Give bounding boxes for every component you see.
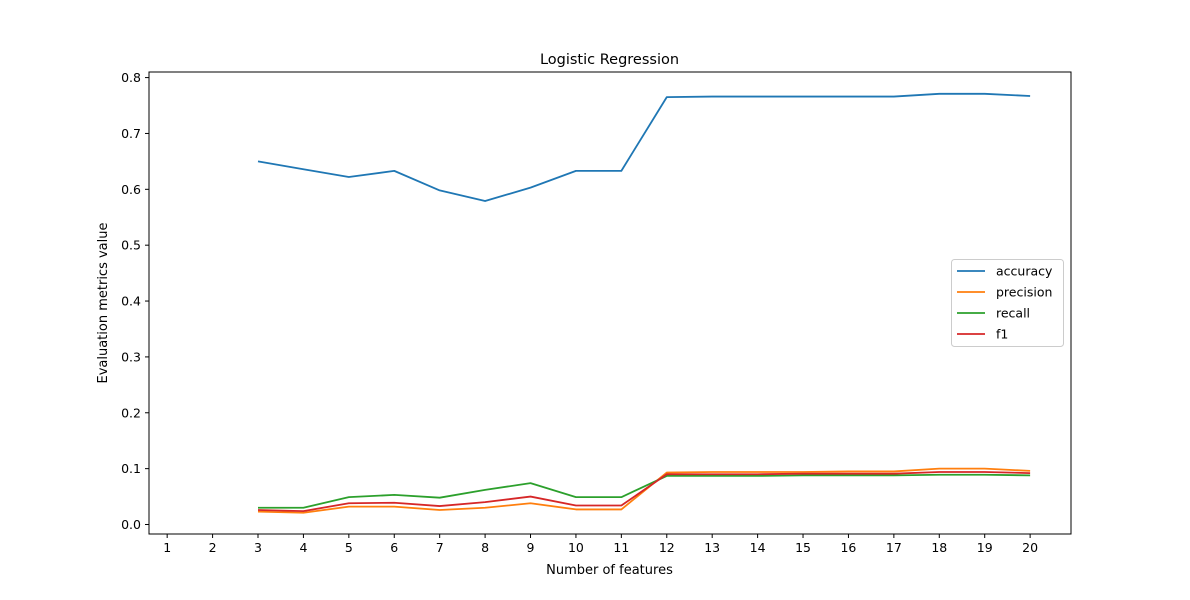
- x-tick-label: 10: [568, 540, 584, 555]
- x-tick-label: 19: [977, 540, 993, 555]
- x-tick-label: 7: [436, 540, 444, 555]
- x-tick-label: 17: [886, 540, 902, 555]
- x-tick-label: 16: [840, 540, 856, 555]
- series-line-accuracy: [257, 92, 1031, 202]
- x-tick-label: 18: [931, 540, 947, 555]
- y-tick-label: 0.6: [121, 182, 141, 197]
- legend: accuracy precision recall f1: [951, 259, 1064, 347]
- series-line-f1: [257, 471, 1031, 513]
- x-axis-label: Number of features: [546, 563, 673, 578]
- series-line-precision: [257, 467, 1031, 514]
- plot-area: [257, 92, 1031, 514]
- y-tick-label: 0.2: [121, 405, 141, 420]
- legend-label-precision: precision: [996, 285, 1052, 300]
- series-line-recall: [258, 473, 1031, 509]
- y-tick-label: 0.3: [121, 349, 141, 364]
- y-tick-label: 0.5: [121, 238, 141, 253]
- x-tick-label: 20: [1022, 540, 1038, 555]
- y-tick-label: 0.0: [121, 517, 141, 532]
- x-tick-label: 3: [254, 540, 262, 555]
- legend-box: [951, 259, 1064, 347]
- x-tick-label: 5: [345, 540, 353, 555]
- y-axis: 0.0 0.1 0.2 0.3 0.4 0.5 0.6 0.7 0.8: [121, 70, 149, 532]
- legend-label-recall: recall: [996, 306, 1030, 321]
- x-tick-label: 1: [163, 540, 171, 555]
- x-tick-label: 4: [299, 540, 307, 555]
- chart-title: Logistic Regression: [540, 52, 679, 68]
- x-tick-label: 14: [750, 540, 766, 555]
- x-tick-label: 13: [704, 540, 720, 555]
- x-tick-label: 8: [481, 540, 489, 555]
- y-tick-label: 0.8: [121, 70, 141, 85]
- axes-frame: [148, 71, 1072, 535]
- x-tick-label: 15: [795, 540, 811, 555]
- x-tick-label: 12: [659, 540, 675, 555]
- legend-label-accuracy: accuracy: [996, 264, 1053, 279]
- y-tick-label: 0.4: [121, 294, 141, 309]
- legend-label-f1: f1: [996, 327, 1008, 342]
- y-tick-label: 0.1: [121, 461, 141, 476]
- x-tick-label: 2: [209, 540, 217, 555]
- y-axis-label: Evaluation metrics value: [96, 222, 111, 383]
- x-tick-label: 11: [613, 540, 629, 555]
- x-tick-label: 9: [527, 540, 535, 555]
- y-tick-label: 0.7: [121, 126, 141, 141]
- x-tick-label: 6: [390, 540, 398, 555]
- x-axis: 1 2 3 4 5 6 7 8 9 10 11 12 13 14 15 16 17 18 19 20: [163, 534, 1038, 555]
